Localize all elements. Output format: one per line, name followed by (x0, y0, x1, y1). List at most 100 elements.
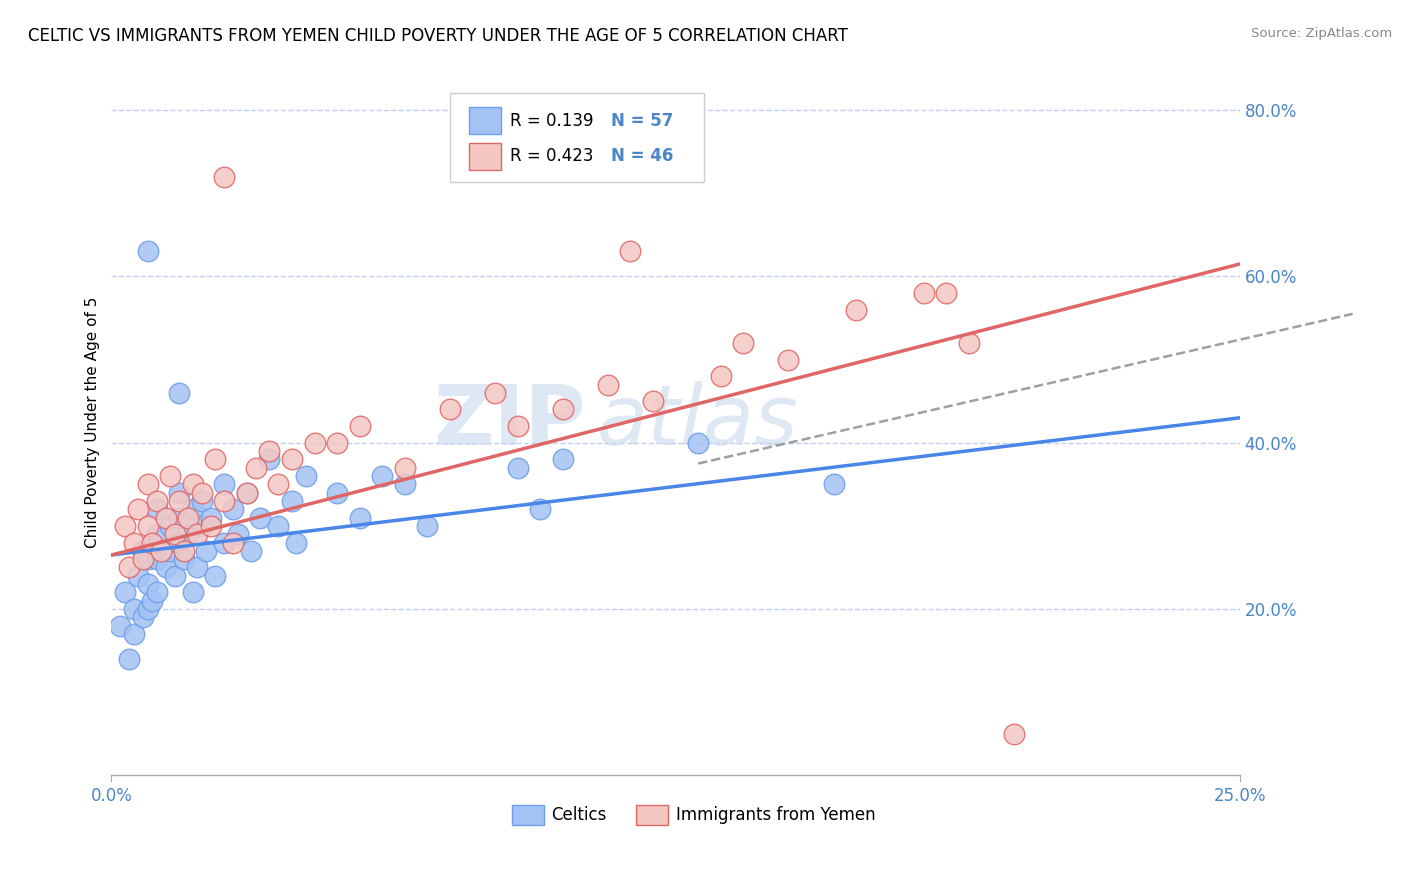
Point (136, 552, 159, 566)
Point (122, 602, 145, 616)
Text: Source: ZipAtlas.com: Source: ZipAtlas.com (1251, 27, 1392, 40)
Point (845, 302, 868, 317)
Point (114, 585, 136, 599)
Point (118, 652, 141, 666)
Point (145, 502, 167, 516)
Point (136, 577, 159, 591)
Text: N = 46: N = 46 (612, 147, 673, 165)
Point (204, 452, 226, 467)
Point (122, 627, 145, 641)
Point (957, 335, 980, 350)
Point (212, 477, 235, 491)
Point (132, 544, 155, 558)
Point (200, 519, 222, 533)
Bar (470, 143, 501, 169)
Point (145, 494, 167, 508)
Text: R = 0.423: R = 0.423 (510, 147, 593, 165)
Point (136, 244, 159, 259)
Point (267, 519, 290, 533)
Point (236, 485, 259, 500)
Point (128, 569, 150, 583)
Bar (636, 805, 668, 825)
Point (173, 544, 195, 558)
Point (212, 169, 235, 184)
Point (394, 460, 416, 475)
Point (159, 544, 181, 558)
Point (294, 469, 316, 483)
Point (935, 286, 957, 301)
Point (186, 527, 208, 541)
Point (394, 477, 416, 491)
Point (190, 519, 212, 533)
Point (159, 519, 181, 533)
Point (167, 510, 190, 524)
Point (245, 460, 267, 475)
FancyBboxPatch shape (450, 94, 704, 182)
Point (506, 460, 529, 475)
Point (155, 510, 177, 524)
Point (710, 369, 733, 384)
Point (200, 510, 222, 524)
Point (145, 527, 167, 541)
Point (349, 510, 371, 524)
Point (304, 435, 326, 450)
Point (371, 469, 394, 483)
Point (181, 585, 204, 599)
Point (167, 485, 190, 500)
Point (733, 335, 755, 350)
Point (195, 544, 218, 558)
Point (529, 502, 551, 516)
Text: N = 57: N = 57 (612, 112, 673, 130)
Point (132, 552, 155, 566)
Point (167, 385, 190, 400)
Y-axis label: Child Poverty Under the Age of 5: Child Poverty Under the Age of 5 (86, 296, 100, 548)
Point (823, 477, 845, 491)
Point (163, 569, 186, 583)
Point (912, 286, 935, 301)
Point (688, 435, 710, 450)
Point (281, 494, 304, 508)
Point (118, 560, 141, 574)
Point (136, 602, 159, 616)
Text: R = 0.139: R = 0.139 (510, 112, 593, 130)
Point (128, 502, 150, 516)
Text: Immigrants from Yemen: Immigrants from Yemen (676, 806, 876, 824)
Point (159, 469, 181, 483)
Point (186, 560, 208, 574)
Point (281, 452, 304, 467)
Text: ZIP: ZIP (433, 382, 585, 462)
Point (349, 419, 371, 434)
Point (212, 535, 235, 549)
Point (267, 477, 290, 491)
Point (778, 352, 800, 367)
Point (641, 394, 664, 409)
Point (177, 510, 200, 524)
Point (240, 544, 263, 558)
Point (167, 494, 190, 508)
Point (551, 402, 574, 417)
Point (177, 527, 200, 541)
Point (163, 527, 186, 541)
Point (326, 435, 349, 450)
Text: atlas: atlas (596, 382, 799, 462)
Point (484, 385, 506, 400)
Point (212, 494, 235, 508)
Point (285, 535, 308, 549)
Point (114, 519, 136, 533)
Point (259, 444, 281, 458)
Point (249, 510, 271, 524)
Point (132, 610, 155, 624)
Point (155, 560, 177, 574)
Point (190, 494, 212, 508)
Point (619, 244, 641, 259)
Point (222, 535, 245, 549)
Point (181, 502, 204, 516)
Point (173, 552, 195, 566)
Point (506, 419, 529, 434)
Point (204, 569, 226, 583)
Point (439, 402, 461, 417)
Point (110, 618, 132, 632)
Point (181, 477, 204, 491)
Point (150, 544, 173, 558)
Point (190, 485, 212, 500)
